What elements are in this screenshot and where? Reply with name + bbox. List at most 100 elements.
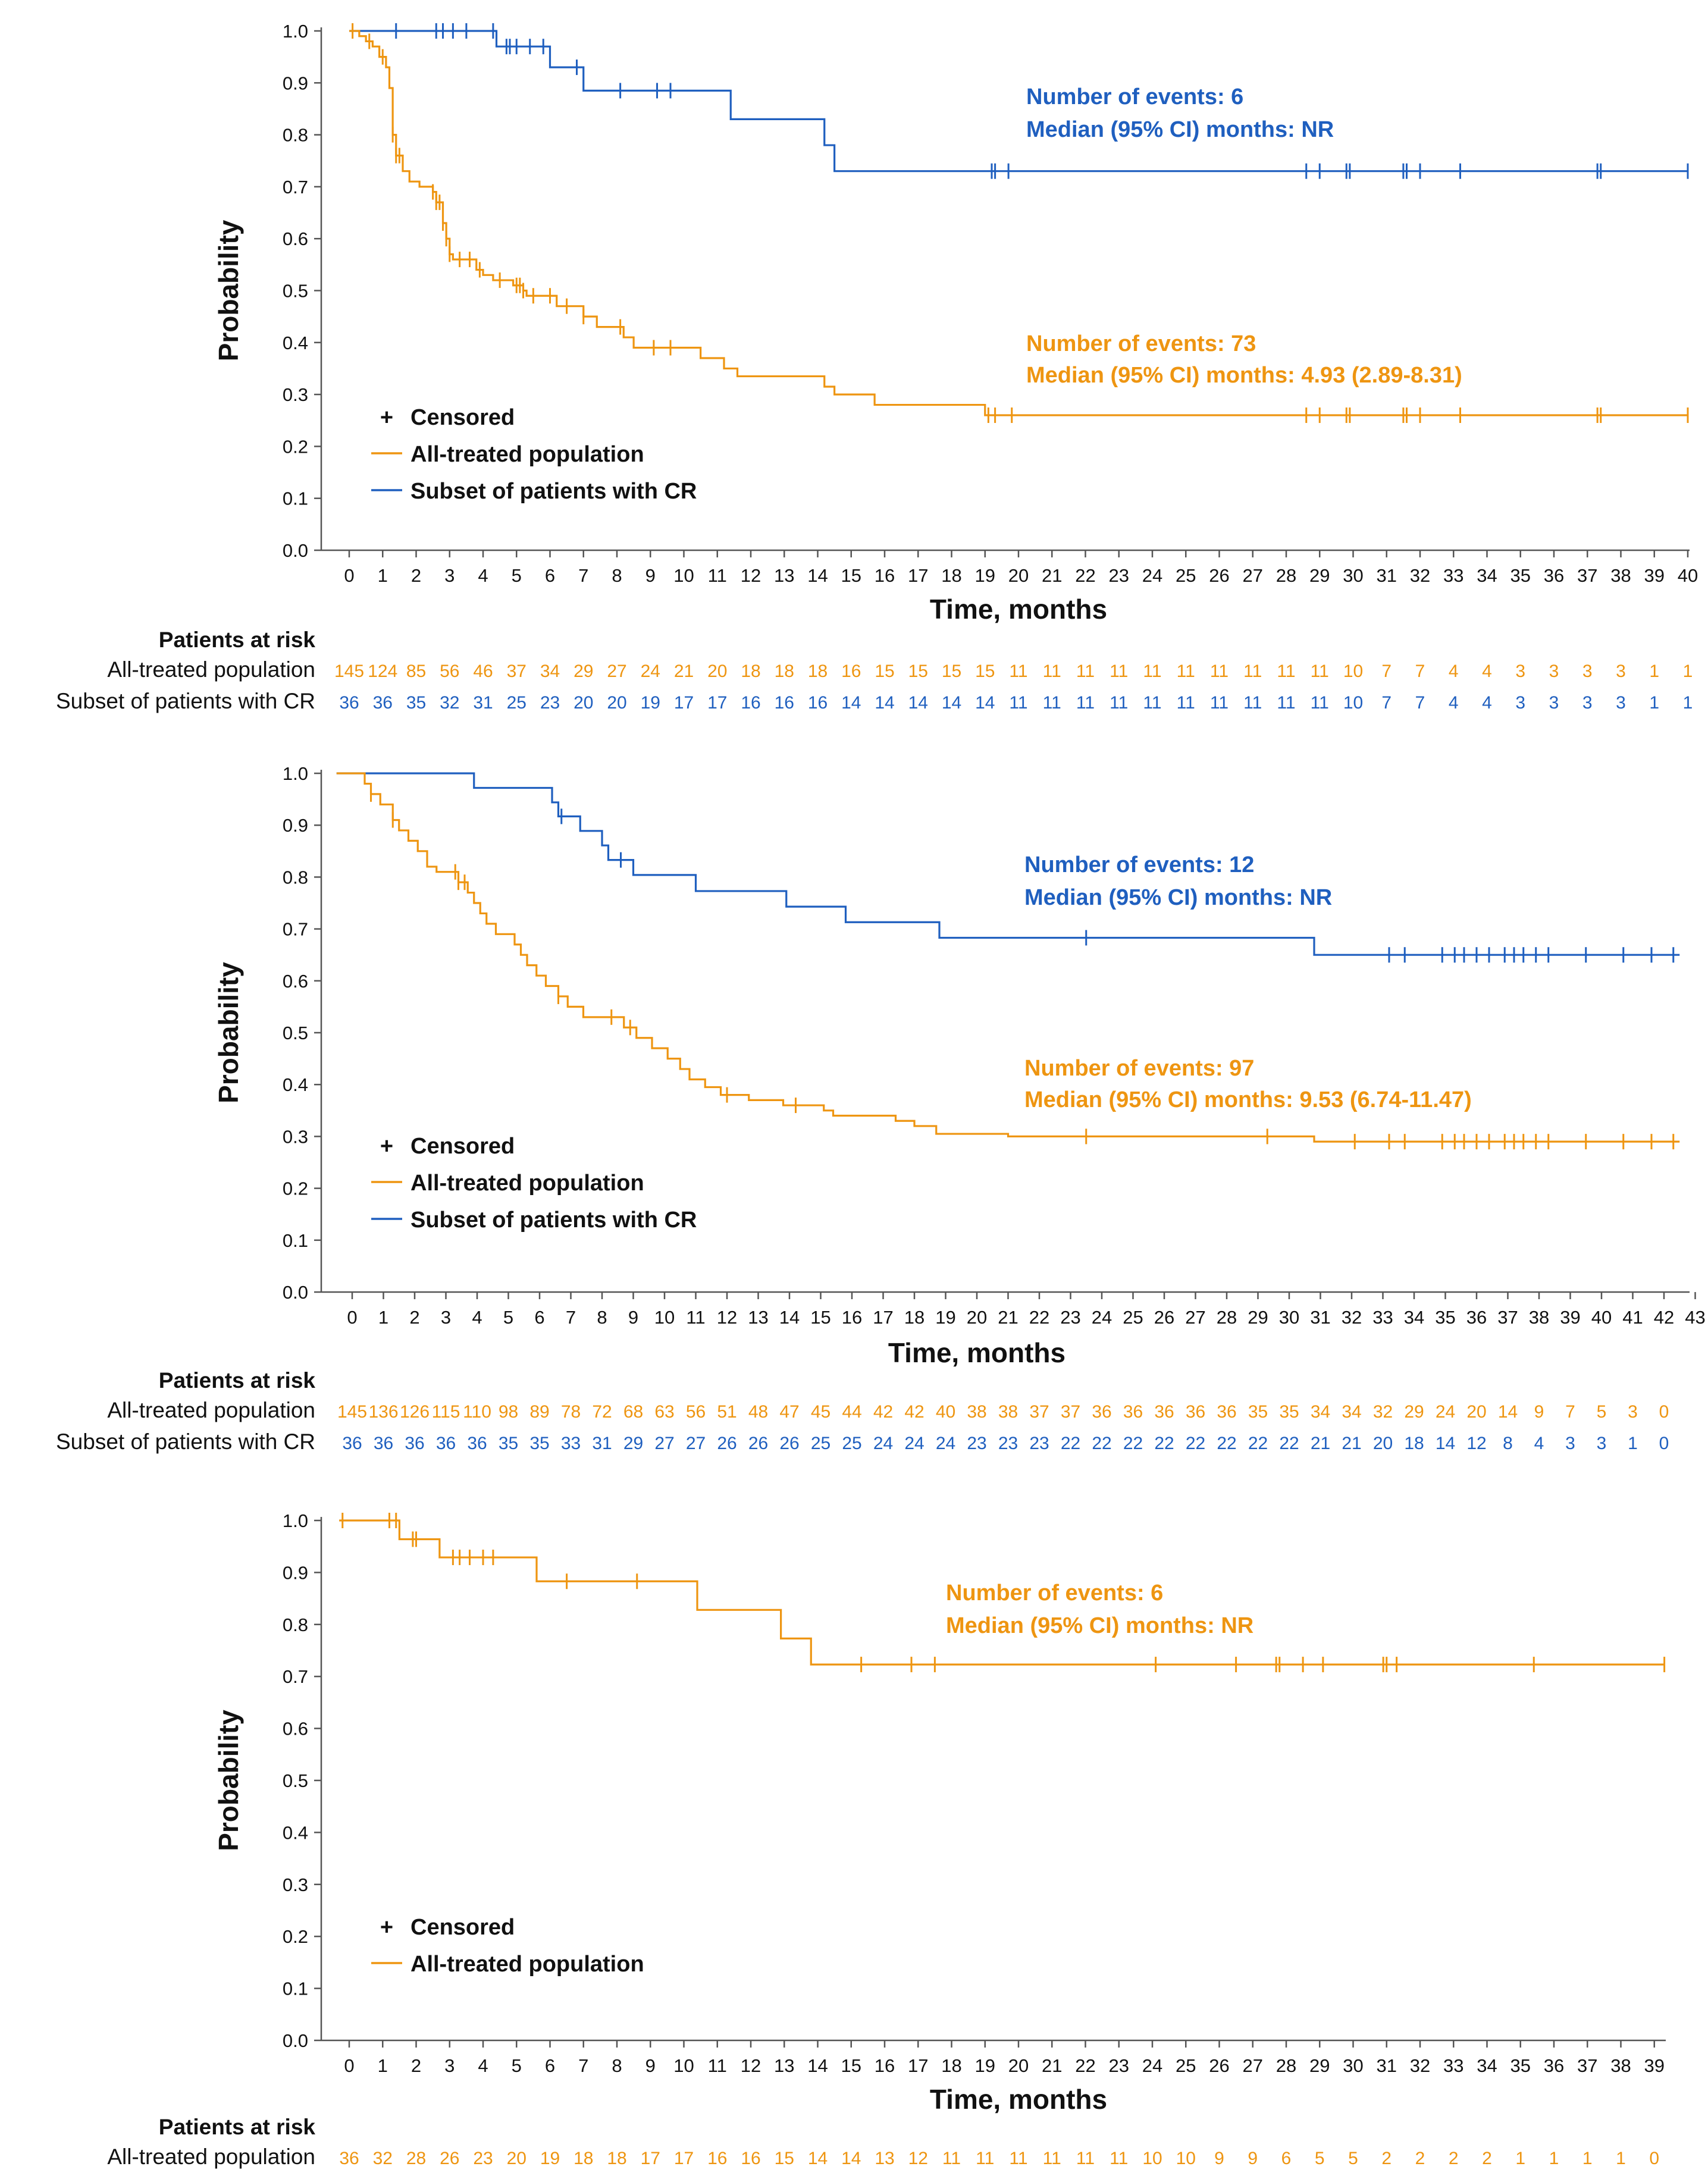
- risk-count: 40: [936, 1402, 955, 1422]
- risk-count: 22: [1217, 1434, 1236, 1453]
- risk-count: 11: [1110, 2149, 1128, 2168]
- km-curve-all: [349, 30, 1688, 416]
- y-tick-label: 0.2: [283, 1178, 308, 1199]
- censored-symbol: +: [380, 1915, 393, 1940]
- risk-count: 19: [641, 693, 660, 713]
- x-tick-label: 36: [1544, 565, 1564, 586]
- risk-count: 11: [942, 2149, 961, 2168]
- risk-count: 7: [1415, 661, 1425, 681]
- risk-count: 124: [368, 661, 397, 681]
- x-tick-label: 32: [1410, 2055, 1430, 2076]
- risk-count: 115: [432, 1402, 460, 1422]
- x-tick-label: 3: [441, 1307, 451, 1328]
- x-tick-label: 18: [941, 2055, 961, 2076]
- x-tick-label: 31: [1310, 1307, 1330, 1328]
- risk-count: 11: [1110, 661, 1128, 681]
- x-tick-label: 25: [1176, 565, 1196, 586]
- x-tick-label: 12: [717, 1307, 737, 1328]
- x-tick-label: 34: [1477, 2055, 1497, 2076]
- risk-count: 2: [1449, 2149, 1459, 2168]
- annotation-text-all: Median (95% CI) months: 9.53 (6.74-11.47…: [1024, 1087, 1472, 1112]
- x-tick-label: 23: [1109, 2055, 1129, 2076]
- legend: + Censored All-treated population Subset of…: [371, 1134, 697, 1233]
- risk-count: 9: [1534, 1402, 1544, 1422]
- x-tick-label: 9: [645, 565, 656, 586]
- risk-count: 17: [674, 693, 694, 713]
- x-tick-label: 32: [1342, 1307, 1362, 1328]
- risk-count: 7: [1565, 1402, 1575, 1422]
- x-tick-label: 3: [444, 2055, 455, 2076]
- x-tick-label: 36: [1544, 2055, 1564, 2076]
- x-tick-label: 40: [1591, 1307, 1612, 1328]
- x-tick-label: 18: [904, 1307, 924, 1328]
- x-tick-label: 37: [1577, 2055, 1597, 2076]
- risk-count: 16: [808, 693, 828, 713]
- risk-count: 32: [440, 693, 459, 713]
- x-tick-label: 8: [612, 2055, 622, 2076]
- y-tick-label: 0.8: [283, 125, 308, 146]
- x-tick-label: 7: [566, 1307, 576, 1328]
- y-tick-label: 0.4: [283, 333, 308, 353]
- risk-count: 37: [1061, 1402, 1080, 1422]
- risk-count: 13: [875, 2149, 894, 2168]
- risk-count: 5: [1315, 2149, 1325, 2168]
- risk-count: 1: [1683, 693, 1693, 713]
- risk-count: 16: [707, 2149, 727, 2168]
- legend-label: All-treated population: [410, 1952, 644, 1977]
- risk-count: 25: [507, 693, 526, 713]
- x-tick-label: 27: [1243, 565, 1263, 586]
- km-panel-1: 0.00.10.20.30.40.50.60.70.80.91.00 1 2 3 4 5 6…: [56, 21, 1698, 713]
- risk-count: 20: [707, 661, 727, 681]
- risk-count: 11: [1009, 661, 1027, 681]
- x-tick-label: 20: [1008, 2055, 1029, 2076]
- km-curve-all: [339, 1519, 1665, 1666]
- x-tick-label: 8: [612, 565, 622, 586]
- risk-count: 4: [1534, 1434, 1544, 1453]
- risk-count: 145: [337, 1402, 367, 1422]
- risk-count: 45: [811, 1402, 831, 1422]
- y-tick-label: 0.5: [283, 1023, 308, 1043]
- risk-count: 23: [473, 2149, 493, 2168]
- risk-count: 31: [592, 1434, 612, 1453]
- risk-count: 20: [1466, 1402, 1486, 1422]
- x-tick-label: 17: [908, 565, 928, 586]
- y-tick-label: 1.0: [283, 763, 308, 784]
- risk-count: 14: [808, 2149, 828, 2168]
- annotation-text-all: Number of events: 97: [1024, 1056, 1254, 1081]
- risk-count: 78: [561, 1402, 581, 1422]
- risk-count: 1: [1616, 2149, 1626, 2168]
- risk-count: 36: [342, 1434, 362, 1453]
- risk-count: 17: [707, 693, 727, 713]
- risk-count: 4: [1449, 693, 1459, 713]
- x-tick-label: 13: [748, 1307, 768, 1328]
- risk-count: 35: [499, 1434, 518, 1453]
- risk-count: 68: [623, 1402, 643, 1422]
- risk-count: 44: [842, 1402, 861, 1422]
- risk-count: 11: [1177, 661, 1195, 681]
- risk-count: 9: [1214, 2149, 1224, 2168]
- risk-table: Patients at risk All-treated population 36…: [107, 2115, 1659, 2169]
- annotation-text-cr: Number of events: 6: [1026, 84, 1243, 109]
- risk-count: 35: [406, 693, 426, 713]
- risk-count: 10: [1343, 661, 1363, 681]
- y-tick-label: 0.0: [283, 540, 308, 561]
- risk-count: 11: [1043, 661, 1061, 681]
- annotation-text-all: Median (95% CI) months: 4.93 (2.89-8.31): [1026, 363, 1462, 388]
- risk-count: 28: [406, 2149, 426, 2168]
- risk-count: 1: [1515, 2149, 1525, 2168]
- x-tick-label: 30: [1279, 1307, 1299, 1328]
- legend-label: All-treated population: [410, 442, 644, 467]
- x-tick-label: 34: [1477, 565, 1497, 586]
- x-tick-label: 21: [1042, 565, 1062, 586]
- risk-row-label: All-treated population: [107, 657, 315, 682]
- risk-count: 1: [1628, 1434, 1638, 1453]
- y-axis-title: Probability: [213, 220, 244, 361]
- y-tick-label: 0.3: [283, 1874, 308, 1895]
- x-tick-label: 30: [1343, 2055, 1363, 2076]
- risk-count: 18: [775, 661, 794, 681]
- y-tick-label: 0.2: [283, 1926, 308, 1947]
- x-tick-label: 29: [1309, 2055, 1330, 2076]
- risk-count: 36: [1186, 1402, 1205, 1422]
- risk-count: 20: [607, 693, 626, 713]
- y-tick-label: 0.3: [283, 1126, 308, 1147]
